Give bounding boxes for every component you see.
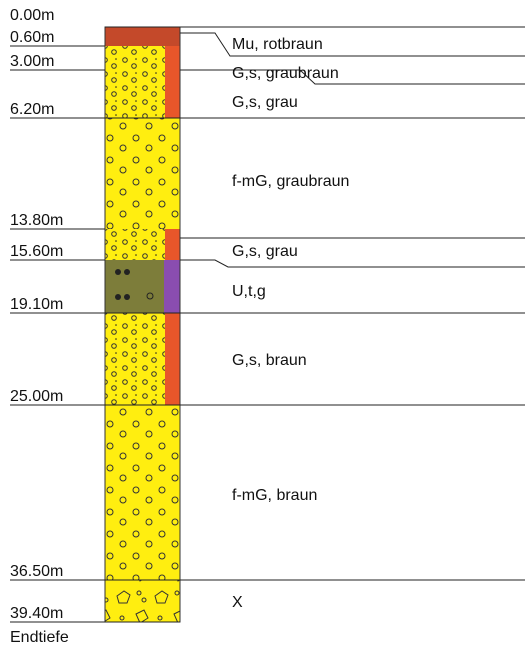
depth-label: 0.00m [10, 7, 54, 24]
depth-label: 36.50m [10, 563, 63, 580]
layer-description: U,t,g [232, 283, 266, 300]
layer-description: f-mG, braun [232, 487, 317, 504]
depth-label: 39.40m [10, 605, 63, 622]
separators [10, 26, 525, 623]
depth-label: 13.80m [10, 212, 63, 229]
layer-description: Mu, rotbraun [232, 36, 323, 53]
end-label: Endtiefe [10, 629, 69, 646]
layer-description: G,s, grau [232, 94, 298, 111]
depth-label: 6.20m [10, 101, 54, 118]
labels: 0.60m Mu, rotbraun 3.00m G,s, graubraun 6.20… [10, 29, 349, 622]
depth-label: 3.00m [10, 53, 54, 70]
depth-label: 0.60m [10, 29, 54, 46]
layer-description: G,s, graubraun [232, 65, 339, 82]
layer-description: f-mG, graubraun [232, 173, 349, 190]
layer-description: G,s, grau [232, 243, 298, 260]
layer-description: G,s, braun [232, 352, 307, 369]
column [104, 26, 181, 623]
depth-label: 25.00m [10, 388, 63, 405]
depth-label: 19.10m [10, 296, 63, 313]
layer-description: X [232, 594, 243, 611]
depth-label: 15.60m [10, 243, 63, 260]
